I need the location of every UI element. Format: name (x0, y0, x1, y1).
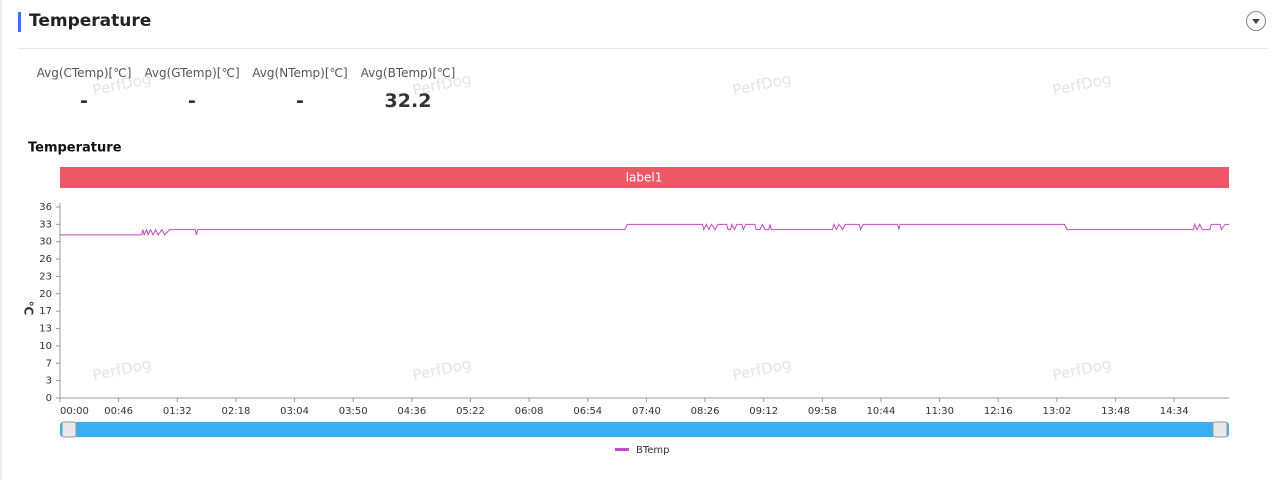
x-tick-label: 10:44 (867, 406, 896, 417)
y-tick-label: 20 (39, 289, 52, 300)
x-tick-label: 05:22 (456, 406, 485, 417)
legend-swatch (615, 448, 629, 451)
x-tick-label: 07:40 (632, 406, 661, 417)
watermark: PerfDog (1051, 70, 1113, 100)
y-tick-label: 7 (46, 358, 52, 369)
x-tick-label: 11:30 (925, 406, 954, 417)
x-tick-label: 03:50 (339, 406, 368, 417)
x-tick-label: 06:54 (573, 406, 602, 417)
stat: Avg(NTemp)[℃] - (245, 66, 355, 112)
watermark: PerfDog (1051, 355, 1113, 385)
collapse-button[interactable] (1246, 11, 1266, 31)
x-tick-label: 01:32 (163, 406, 192, 417)
y-tick-label: 17 (39, 306, 52, 317)
stat-value: 32.2 (384, 90, 432, 112)
x-tick-label: 14:34 (1160, 406, 1189, 417)
slider-handle[interactable] (1212, 421, 1228, 438)
stat-label: Avg(GTemp)[℃] (144, 66, 240, 80)
stat: Avg(CTemp)[℃] - (29, 66, 139, 112)
y-tick-label: 33 (39, 219, 52, 230)
band-label: label1 (626, 171, 663, 185)
y-tick-label: 23 (39, 271, 52, 282)
divider (18, 48, 1268, 49)
x-tick-label: 00:46 (104, 406, 133, 417)
y-tick-label: 3 (46, 376, 52, 387)
x-tick-label: 00:00 (60, 406, 89, 417)
x-tick-label: 06:08 (515, 406, 544, 417)
watermark: PerfDog (411, 70, 473, 100)
watermark: PerfDog (731, 70, 793, 100)
x-tick-label: 09:12 (749, 406, 778, 417)
watermark: PerfDog (91, 70, 153, 100)
y-tick-label: 26 (39, 254, 52, 265)
header-accent (18, 12, 21, 32)
stat: Avg(GTemp)[℃] - (137, 66, 247, 112)
x-tick-label: 13:02 (1042, 406, 1071, 417)
watermark: PerfDog (91, 355, 153, 385)
y-tick-label: 36 (39, 202, 52, 213)
stat: Avg(BTemp)[℃] 32.2 (353, 66, 463, 112)
stat-value: - (80, 90, 88, 112)
zoom-slider[interactable] (60, 422, 1229, 437)
label-band (60, 167, 1229, 188)
watermark: PerfDog (411, 355, 473, 385)
stat-label: Avg(CTemp)[℃] (36, 66, 132, 80)
stat-label: Avg(BTemp)[℃] (360, 66, 456, 80)
x-tick-label: 02:18 (222, 406, 251, 417)
legend-label: BTemp (636, 445, 670, 456)
y-tick-label: 30 (39, 237, 52, 248)
panel-title: Temperature (29, 11, 152, 31)
slider-handle[interactable] (61, 421, 77, 438)
x-tick-label: 13:48 (1101, 406, 1130, 417)
stat-label: Avg(NTemp)[℃] (252, 66, 348, 80)
y-tick-label: 10 (39, 341, 52, 352)
x-tick-label: 04:36 (397, 406, 426, 417)
chart-title: Temperature (28, 141, 122, 156)
line-series (60, 222, 1229, 237)
y-axis-label: ℃ (22, 301, 36, 316)
x-tick-label: 08:26 (691, 406, 720, 417)
stat-value: - (188, 90, 196, 112)
y-tick-label: 13 (39, 324, 52, 335)
stat-value: - (296, 90, 304, 112)
y-tick-label: 0 (46, 393, 52, 404)
x-tick-label: 12:16 (984, 406, 1013, 417)
x-tick-label: 09:58 (808, 406, 837, 417)
x-tick-label: 03:04 (280, 406, 309, 417)
watermark: PerfDog (731, 355, 793, 385)
